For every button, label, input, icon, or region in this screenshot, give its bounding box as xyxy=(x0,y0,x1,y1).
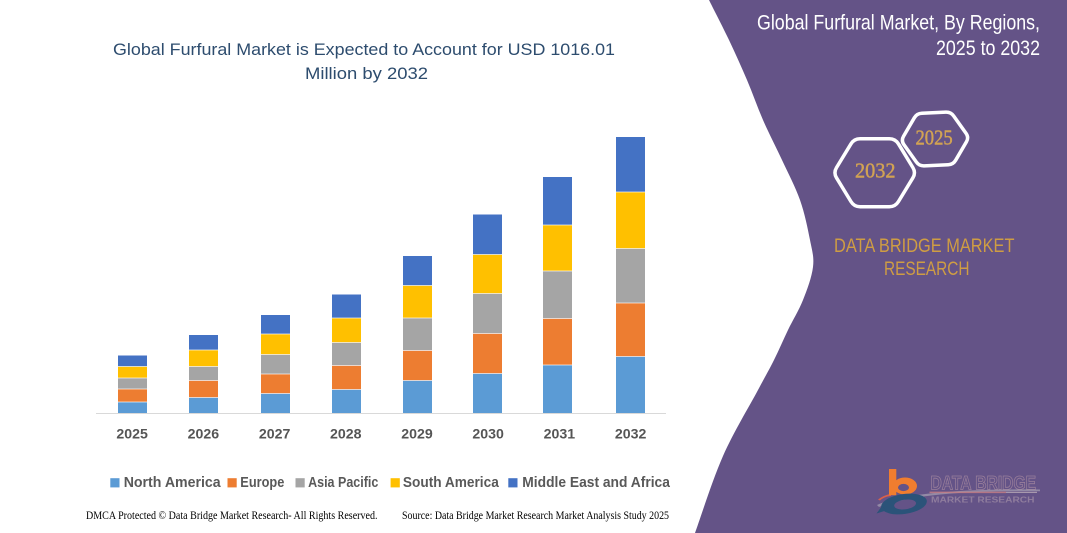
svg-text:2025: 2025 xyxy=(116,427,148,442)
svg-text:2032: 2032 xyxy=(855,158,896,182)
svg-text:2025 to 2032: 2025 to 2032 xyxy=(936,37,1040,60)
svg-text:2031: 2031 xyxy=(544,427,576,442)
svg-text:2030: 2030 xyxy=(472,427,504,442)
svg-text:Global Furfural Market, By Reg: Global Furfural Market, By Regions, xyxy=(757,12,1040,35)
svg-text:South America: South America xyxy=(403,475,500,491)
svg-text:Global Furfural Market is Expe: Global Furfural Market is Expected to Ac… xyxy=(113,40,615,59)
svg-text:DMCA Protected © Data Bridge M: DMCA Protected © Data Bridge Market Rese… xyxy=(86,510,378,522)
svg-text:North America: North America xyxy=(124,475,222,491)
svg-text:Source: Data Bridge Market Res: Source: Data Bridge Market Research Mark… xyxy=(402,510,669,522)
svg-text:2028: 2028 xyxy=(330,427,362,442)
svg-text:Middle East and Africa: Middle East and Africa xyxy=(522,475,670,491)
svg-text:2032: 2032 xyxy=(615,427,647,442)
svg-text:RESEARCH: RESEARCH xyxy=(884,259,970,280)
svg-text:2025: 2025 xyxy=(916,125,953,149)
svg-text:2027: 2027 xyxy=(259,427,291,442)
svg-text:MARKET RESEARCH: MARKET RESEARCH xyxy=(931,495,1035,505)
svg-text:Europe: Europe xyxy=(240,475,284,491)
svg-text:2029: 2029 xyxy=(401,427,433,442)
svg-text:Million by 2032: Million by 2032 xyxy=(305,64,428,83)
svg-text:Asia Pacific: Asia Pacific xyxy=(308,475,378,491)
svg-text:2026: 2026 xyxy=(188,427,220,442)
svg-text:DATA BRIDGE: DATA BRIDGE xyxy=(931,474,1037,495)
svg-text:DATA BRIDGE MARKET: DATA BRIDGE MARKET xyxy=(834,236,1015,257)
